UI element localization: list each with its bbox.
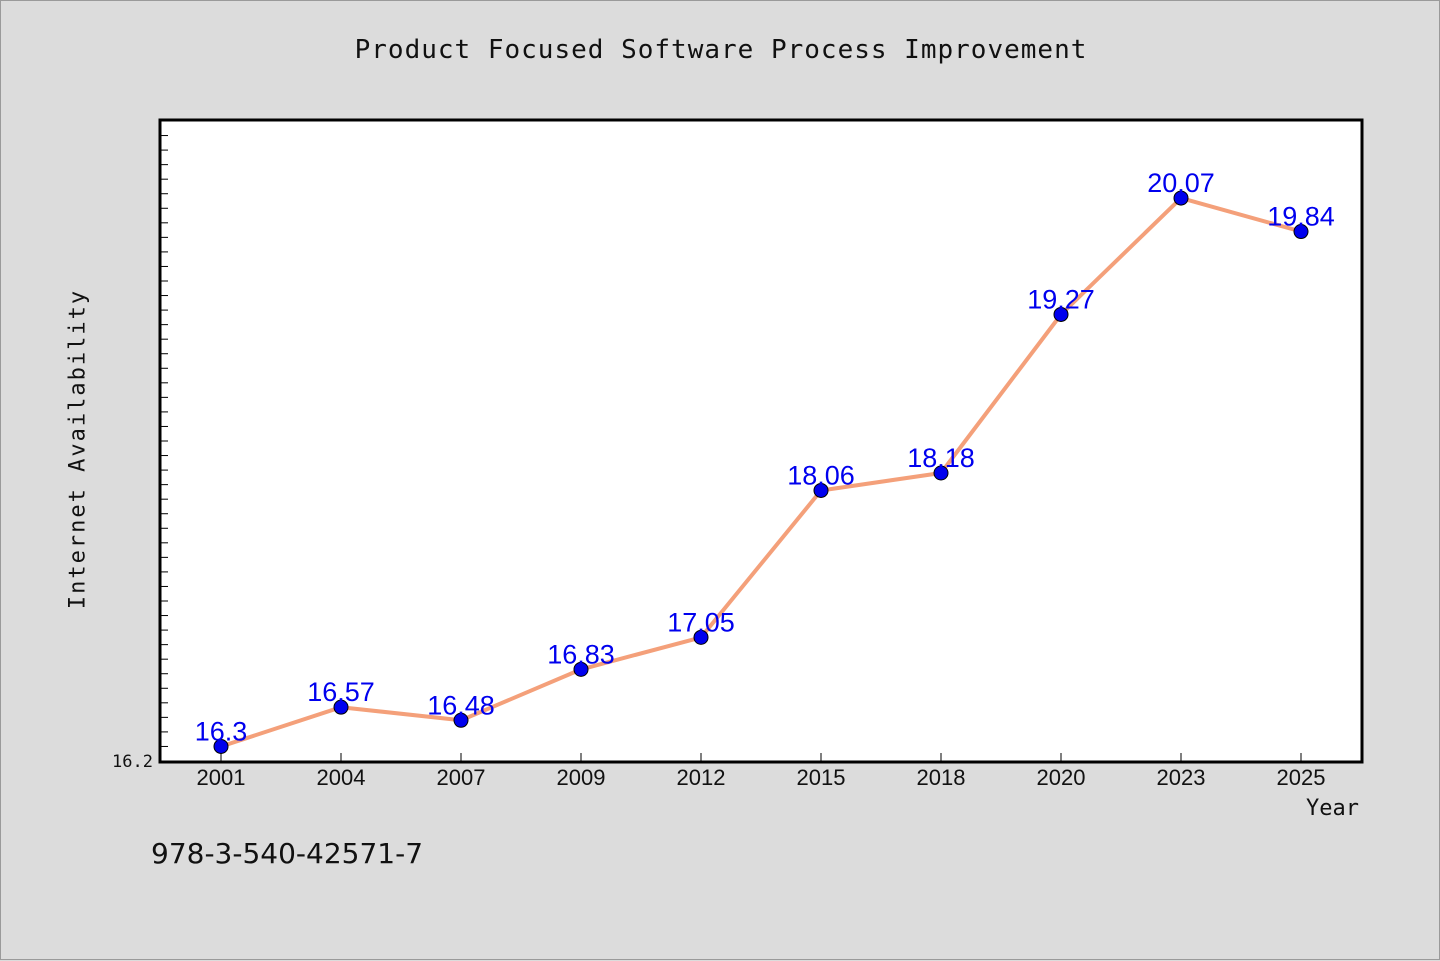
data-point [933, 465, 949, 481]
data-label: 19.84 [1267, 202, 1335, 232]
data-label: 16.83 [547, 639, 615, 669]
series-group: 16.3 16.57 16.48 16.83 17.05 18.06 18.18 19.27 2… [195, 168, 1335, 754]
data-point [1173, 190, 1189, 206]
data-point [573, 661, 589, 677]
data-label: 16.48 [427, 690, 495, 720]
data-label: 16.3 [195, 716, 248, 746]
x-tick-label: 2015 [797, 765, 846, 790]
data-label: 20.07 [1147, 168, 1215, 198]
data-point [1053, 306, 1069, 322]
x-tick-label: 2018 [917, 765, 966, 790]
data-point [813, 482, 829, 498]
x-tick-label: 2004 [317, 765, 366, 790]
x-tick-label: 2001 [197, 765, 246, 790]
x-tick-label: 2012 [677, 765, 726, 790]
x-axis-ticks: 2001 2004 2007 2009 2012 2015 2018 2020 2023 2025 [197, 753, 1326, 790]
x-axis-label: Year [1306, 796, 1359, 821]
data-label: 17.05 [667, 607, 735, 637]
data-label: 18.06 [787, 460, 855, 490]
x-tick-label: 2023 [1157, 765, 1206, 790]
data-label: 18.18 [907, 443, 975, 473]
x-tick-label: 2009 [557, 765, 606, 790]
data-point [693, 629, 709, 645]
data-label: 19.27 [1027, 284, 1095, 314]
data-point [333, 699, 349, 715]
x-tick-label: 2025 [1277, 765, 1326, 790]
y-tick-label: 16.2 [112, 752, 153, 772]
data-point [453, 712, 469, 728]
data-point [1293, 224, 1309, 240]
isbn-text: 978-3-540-42571-7 [151, 837, 424, 870]
plot-area [158, 118, 1364, 764]
x-tick-label: 2007 [437, 765, 486, 790]
data-point [213, 738, 229, 754]
y-axis-ticks: 16.2 [112, 120, 168, 772]
series-line [219, 196, 1303, 749]
data-label: 16.57 [307, 677, 375, 707]
chart-title: Product Focused Software Process Improve… [354, 35, 1088, 65]
x-tick-label: 2020 [1037, 765, 1086, 790]
